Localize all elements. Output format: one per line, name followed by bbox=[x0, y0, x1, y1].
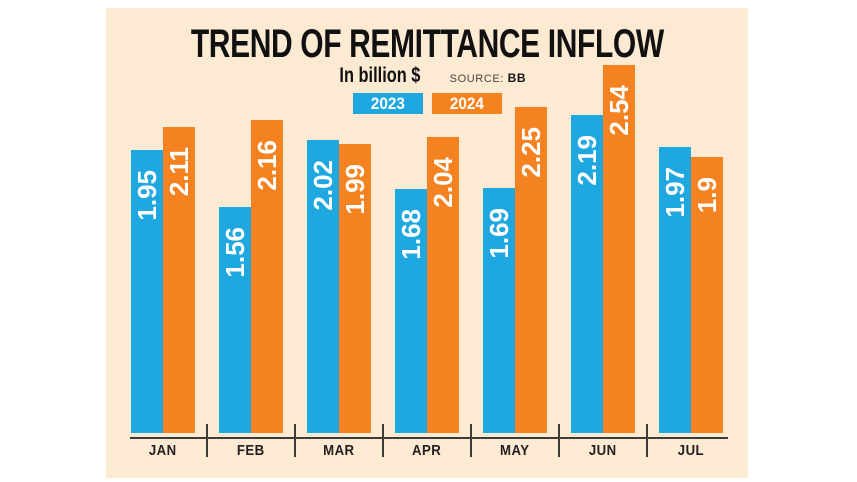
x-axis-label-text: FEB bbox=[237, 442, 265, 459]
x-axis-label-jan: JAN bbox=[119, 442, 207, 460]
x-axis-label-text: MAY bbox=[500, 442, 530, 459]
bar-pair: 1.69 2.25 bbox=[483, 107, 547, 433]
bar-value-text: 2.25 bbox=[515, 127, 546, 178]
x-axis-label-jun: JUN bbox=[559, 442, 647, 460]
bar-2024-apr: 2.04 bbox=[427, 137, 459, 433]
bar-2023-apr: 1.68 bbox=[395, 189, 427, 433]
bar-value-text: 1.56 bbox=[219, 227, 250, 278]
bar-value-label: 1.68 bbox=[395, 209, 427, 260]
bar-value-label: 1.9 bbox=[691, 177, 723, 213]
axis-tick bbox=[646, 424, 648, 457]
month-group-jan: 1.95 2.11 bbox=[119, 53, 207, 433]
x-axis-label-text: JUL bbox=[677, 442, 705, 459]
x-axis-label-mar: MAR bbox=[295, 442, 383, 460]
bar-value-text: 1.69 bbox=[483, 208, 514, 259]
month-group-jun: 2.19 2.54 bbox=[559, 53, 647, 433]
bar-2023-feb: 1.56 bbox=[219, 207, 251, 433]
bar-2023-mar: 2.02 bbox=[307, 140, 339, 433]
bar-value-label: 2.54 bbox=[603, 85, 635, 136]
bar-value-text: 1.99 bbox=[339, 164, 370, 215]
legend-item-2023: 2023 bbox=[352, 93, 423, 114]
bar-value-text: 2.19 bbox=[571, 135, 602, 186]
axis-tick bbox=[470, 424, 472, 457]
month-group-may: 1.69 2.25 bbox=[471, 53, 559, 433]
chart-panel: TREND OF REMITTANCE INFLOW In billion $ … bbox=[106, 8, 748, 478]
x-axis-label-apr: APR bbox=[383, 442, 471, 460]
bar-value-label: 2.25 bbox=[515, 127, 547, 178]
bar-value-text: 2.02 bbox=[307, 160, 338, 211]
bar-2024-jul: 1.9 bbox=[691, 157, 723, 433]
page-title: TREND OF REMITTANCE INFLOW bbox=[106, 22, 748, 67]
bar-value-text: 1.97 bbox=[659, 167, 690, 218]
bar-value-label: 2.04 bbox=[427, 157, 459, 208]
bar-value-text: 2.04 bbox=[427, 157, 458, 208]
bar-value-text: 2.11 bbox=[163, 147, 194, 197]
x-axis-line bbox=[130, 437, 728, 439]
x-axis-label-jul: JUL bbox=[647, 442, 735, 460]
bar-value-text: 2.16 bbox=[251, 140, 282, 191]
chart-title-text: TREND OF REMITTANCE INFLOW bbox=[190, 22, 664, 66]
source-label: SOURCE: BB bbox=[450, 71, 527, 85]
x-axis-label-text: JUN bbox=[589, 442, 617, 459]
legend-label: 2024 bbox=[449, 93, 484, 113]
legend: 2023 2024 bbox=[106, 93, 748, 114]
month-group-jul: 1.97 1.9 bbox=[647, 53, 735, 433]
x-axis-labels: JAN FEB MAR APR MAY JUN JUL bbox=[119, 442, 735, 460]
month-group-feb: 1.56 2.16 bbox=[207, 53, 295, 433]
plot-area: 1.95 2.11 1.56 2.16 2.02 1.99 1.68 2.04 1.69 2.25… bbox=[119, 53, 735, 433]
axis-tick bbox=[558, 424, 560, 457]
bar-value-text: 1.9 bbox=[691, 177, 722, 214]
source-prefix: SOURCE: bbox=[449, 73, 504, 85]
axis-tick bbox=[206, 424, 208, 457]
bar-value-label: 1.69 bbox=[483, 208, 515, 259]
bar-2023-jul: 1.97 bbox=[659, 147, 691, 433]
source-value: BB bbox=[507, 71, 527, 85]
bar-2024-may: 2.25 bbox=[515, 107, 547, 433]
bar-2023-jun: 2.19 bbox=[571, 115, 603, 433]
axis-tick bbox=[382, 424, 384, 457]
legend-item-2024: 2024 bbox=[431, 93, 502, 114]
bar-pair: 1.56 2.16 bbox=[219, 120, 283, 433]
bar-value-label: 1.56 bbox=[219, 227, 251, 278]
bar-value-label: 1.97 bbox=[659, 167, 691, 218]
bar-2023-may: 1.69 bbox=[483, 188, 515, 433]
bar-value-label: 2.19 bbox=[571, 135, 603, 186]
bar-pair: 1.95 2.11 bbox=[131, 127, 195, 433]
bar-value-text: 1.68 bbox=[395, 209, 426, 260]
axis-tick bbox=[294, 424, 296, 457]
bar-2023-jan: 1.95 bbox=[131, 150, 163, 433]
month-group-apr: 1.68 2.04 bbox=[383, 53, 471, 433]
month-group-mar: 2.02 1.99 bbox=[295, 53, 383, 433]
x-axis-label-text: MAR bbox=[323, 442, 355, 459]
x-axis-label-text: JAN bbox=[149, 442, 177, 459]
bar-value-label: 1.95 bbox=[131, 170, 163, 221]
bar-value-label: 2.16 bbox=[251, 140, 283, 191]
bar-2024-jan: 2.11 bbox=[163, 127, 195, 433]
bar-2024-mar: 1.99 bbox=[339, 144, 371, 433]
bar-2024-jun: 2.54 bbox=[603, 65, 635, 433]
bar-pair: 2.02 1.99 bbox=[307, 140, 371, 433]
unit-label: In billion $ bbox=[339, 64, 421, 87]
bar-value-text: 1.95 bbox=[131, 170, 162, 221]
subtitle-row: In billion $ SOURCE: BB bbox=[106, 64, 748, 88]
bar-value-text: 2.54 bbox=[603, 85, 634, 136]
x-axis-label-may: MAY bbox=[471, 442, 559, 460]
legend-label: 2023 bbox=[370, 93, 405, 113]
x-axis-label-text: APR bbox=[412, 442, 442, 459]
bar-value-label: 2.11 bbox=[163, 147, 195, 196]
bar-pair: 1.97 1.9 bbox=[659, 147, 723, 433]
bar-value-label: 1.99 bbox=[339, 164, 371, 215]
bar-pair: 2.19 2.54 bbox=[571, 65, 635, 433]
bar-pair: 1.68 2.04 bbox=[395, 137, 459, 433]
x-axis-label-feb: FEB bbox=[207, 442, 295, 460]
bar-value-label: 2.02 bbox=[307, 160, 339, 211]
bar-2024-feb: 2.16 bbox=[251, 120, 283, 433]
